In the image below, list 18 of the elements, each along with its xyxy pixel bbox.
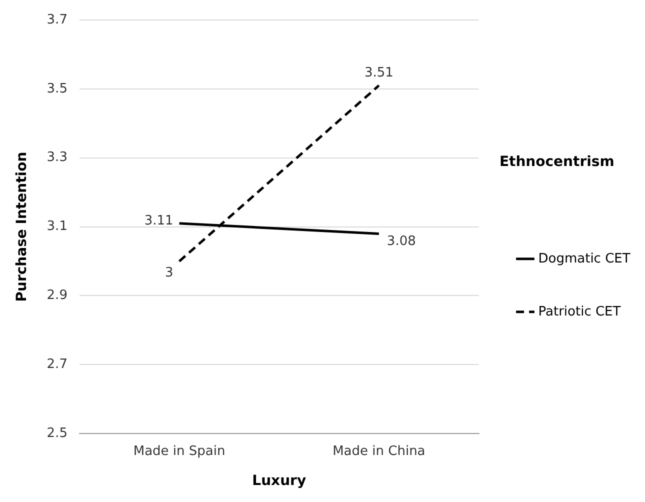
y-axis-title: Purchase Intention <box>14 152 30 302</box>
data-label: 3.11 <box>144 214 174 229</box>
data-label: 3.08 <box>386 234 416 250</box>
legend-label: Patriotic CET <box>538 304 621 320</box>
y-tick-label: 2.9 <box>46 288 68 304</box>
y-tick-label: 3.5 <box>46 81 68 96</box>
data-label: 3 <box>165 266 174 281</box>
y-tick-label: 3.3 <box>46 150 68 166</box>
y-tick-label: 2.7 <box>46 357 68 372</box>
y-tick-label: 3.7 <box>46 12 68 28</box>
legend-title: Ethnocentrism <box>499 154 614 170</box>
x-tick-label: Made in Spain <box>133 444 226 459</box>
y-tick-label: 2.5 <box>46 426 68 441</box>
x-tick-label: Made in China <box>332 444 426 459</box>
y-tick-label: 3.1 <box>46 219 68 234</box>
x-axis-title: Luxury <box>252 473 306 490</box>
legend-label: Dogmatic CET <box>538 251 630 266</box>
data-label: 3.51 <box>364 65 394 80</box>
